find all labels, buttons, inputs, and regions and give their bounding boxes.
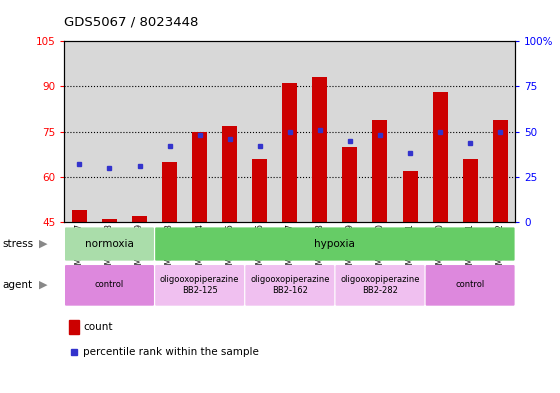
FancyBboxPatch shape <box>245 265 334 306</box>
Bar <box>425 41 455 222</box>
Text: percentile rank within the sample: percentile rank within the sample <box>83 347 259 357</box>
Text: control: control <box>455 281 485 289</box>
Bar <box>222 126 237 222</box>
Bar <box>155 41 185 222</box>
Bar <box>252 159 267 222</box>
Bar <box>485 41 515 222</box>
Text: oligooxopiperazine
BB2-125: oligooxopiperazine BB2-125 <box>160 275 239 295</box>
Bar <box>372 119 388 222</box>
Bar <box>335 41 365 222</box>
Bar <box>365 41 395 222</box>
Bar <box>132 216 147 222</box>
Text: hypoxia: hypoxia <box>315 239 355 249</box>
Bar <box>95 41 124 222</box>
Bar <box>463 159 478 222</box>
FancyBboxPatch shape <box>65 228 154 261</box>
Bar <box>72 210 87 222</box>
Text: stress: stress <box>3 239 34 249</box>
Bar <box>185 41 214 222</box>
Bar <box>192 132 207 222</box>
Bar <box>342 147 357 222</box>
Bar <box>455 41 485 222</box>
Bar <box>305 41 335 222</box>
Text: normoxia: normoxia <box>85 239 134 249</box>
Bar <box>64 41 95 222</box>
FancyBboxPatch shape <box>155 265 244 306</box>
Text: GDS5067 / 8023448: GDS5067 / 8023448 <box>64 16 199 29</box>
Bar <box>312 77 328 222</box>
Bar <box>245 41 275 222</box>
FancyBboxPatch shape <box>426 265 515 306</box>
Text: control: control <box>95 281 124 289</box>
Bar <box>275 41 305 222</box>
Bar <box>162 162 177 222</box>
Bar <box>282 83 297 222</box>
Bar <box>403 171 418 222</box>
Text: count: count <box>83 322 113 332</box>
Text: ▶: ▶ <box>39 239 48 249</box>
Text: ▶: ▶ <box>39 280 48 290</box>
Text: oligooxopiperazine
BB2-162: oligooxopiperazine BB2-162 <box>250 275 329 295</box>
FancyBboxPatch shape <box>155 228 515 261</box>
Bar <box>432 92 447 222</box>
Bar <box>102 219 117 222</box>
Bar <box>214 41 245 222</box>
Bar <box>124 41 155 222</box>
Text: agent: agent <box>3 280 33 290</box>
Bar <box>395 41 425 222</box>
FancyBboxPatch shape <box>65 265 154 306</box>
Bar <box>493 119 508 222</box>
Bar <box>69 320 79 334</box>
Text: oligooxopiperazine
BB2-282: oligooxopiperazine BB2-282 <box>340 275 419 295</box>
FancyBboxPatch shape <box>335 265 424 306</box>
